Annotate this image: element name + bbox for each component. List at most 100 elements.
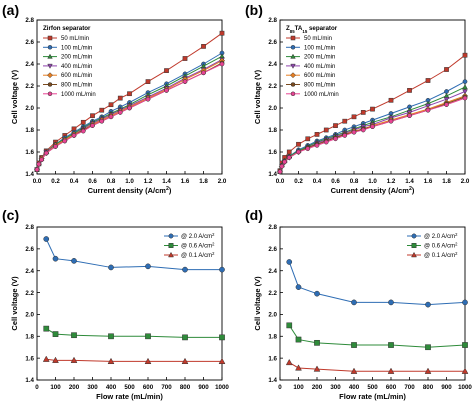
data-point (462, 95, 468, 101)
data-point (43, 150, 49, 156)
y-axis-label: Cell voltage (V) (10, 276, 19, 331)
y-tick-label: 1.4 (25, 171, 34, 178)
series-3 (285, 358, 469, 374)
data-point (34, 167, 40, 172)
y-tick-label: 2.4 (268, 268, 277, 275)
data-point (219, 30, 225, 36)
x-tick-label: 0.0 (276, 178, 285, 185)
data-point (90, 123, 95, 128)
x-tick-label: 600 (386, 384, 397, 391)
legend-label: @ 2.0 A/cm2 (424, 232, 458, 241)
x-tick-label: 1.2 (387, 178, 396, 185)
data-point (342, 133, 348, 138)
data-point (342, 118, 348, 124)
legend-label: 100 mL/min (61, 45, 92, 51)
data-point (425, 344, 431, 351)
y-tick-label: 2.0 (268, 105, 277, 112)
legend-marker (47, 72, 53, 79)
x-tick-label: 1.0 (368, 178, 377, 185)
data-point (182, 79, 188, 84)
data-point (462, 79, 468, 84)
data-point (164, 88, 169, 93)
y-tick-label: 1.6 (268, 355, 277, 362)
data-point (462, 52, 468, 58)
x-tick-label: 0.8 (350, 178, 359, 185)
chart-panel: (c) 0 100 200 300 400 500 600 700 800 900 1000 1.4 1.… (2, 207, 229, 401)
data-point (144, 357, 152, 365)
x-tick-label: 900 (441, 384, 452, 391)
data-point (107, 357, 115, 365)
series-1 (277, 52, 468, 174)
data-point (296, 149, 301, 155)
data-point (351, 114, 357, 120)
y-tick-label: 2.8 (268, 17, 277, 24)
legend-marker (47, 35, 53, 41)
y-tick-label: 2.2 (268, 290, 277, 297)
legend-marker (168, 243, 174, 248)
data-point (145, 96, 151, 102)
data-point (407, 113, 412, 119)
series-line (288, 261, 466, 306)
data-point (295, 336, 302, 343)
y-tick-label: 2.6 (268, 246, 277, 253)
x-tick-label: 0 (35, 384, 39, 391)
series-line (36, 63, 223, 170)
data-point (462, 89, 468, 95)
legend-label: 800 mL/min (304, 83, 335, 89)
data-point (181, 357, 189, 365)
x-tick-label: 400 (349, 384, 360, 391)
legend-marker (47, 82, 53, 87)
data-point (80, 119, 86, 125)
data-point (388, 118, 394, 124)
chart-panel: (a) 0.0 0.2 0.4 0.6 0.8 1.0 1.2 1.4 1.6 1.8 2.0 1.4 1… (2, 2, 227, 195)
data-point (99, 118, 105, 124)
series-3 (34, 53, 225, 172)
x-tick-label: 100 (50, 384, 61, 391)
data-point (462, 84, 468, 90)
x-tick-label: 200 (312, 384, 323, 391)
data-point (70, 356, 78, 363)
data-point (444, 67, 449, 72)
plot-frame (279, 226, 466, 381)
series-5 (276, 92, 469, 175)
data-point (333, 123, 338, 128)
x-tick-label: 1.6 (424, 178, 433, 185)
legend-marker (290, 72, 296, 79)
data-point (295, 284, 302, 290)
data-point (52, 331, 59, 337)
data-point (388, 342, 394, 348)
data-point (108, 264, 114, 271)
y-tick-label: 1.4 (268, 377, 277, 384)
x-tick-label: 2.0 (461, 178, 470, 185)
y-tick-label: 1.6 (268, 149, 277, 156)
plot-frame (36, 226, 223, 381)
y-tick-label: 1.6 (25, 355, 34, 362)
data-point (36, 161, 42, 167)
data-point (360, 127, 366, 133)
x-tick-label: 1.6 (181, 178, 190, 185)
data-point (305, 146, 311, 152)
series-7 (34, 61, 225, 172)
data-point (43, 236, 50, 242)
data-point (127, 105, 132, 111)
data-point (145, 333, 151, 340)
y-tick-label: 2.0 (25, 105, 34, 112)
y-tick-label: 2.2 (25, 290, 34, 297)
legend-label: @ 0.6 A/cm2 (181, 241, 215, 250)
legend: Z85TA15 separator 50 mL/min 100 mL/min 200 … (286, 25, 339, 98)
y-tick-label: 2.4 (25, 61, 34, 68)
y-tick-label: 2.8 (25, 17, 34, 24)
legend-title: Zirfon separator (43, 25, 91, 32)
series-7 (277, 95, 468, 175)
legend-marker (47, 91, 53, 97)
x-axis-label: Flow rate (mL/min) (339, 392, 406, 401)
legend-label: 400 mL/min (61, 64, 92, 70)
y-tick-label: 1.6 (25, 149, 34, 156)
data-point (296, 141, 301, 147)
data-point (182, 266, 188, 273)
legend: @ 2.0 A/cm2@ 0.6 A/cm2@ 0.1 A/cm2 (407, 232, 458, 260)
legend-label: @ 0.1 A/cm2 (424, 251, 458, 260)
legend-label: 50 mL/min (61, 36, 89, 42)
data-point (350, 367, 358, 374)
